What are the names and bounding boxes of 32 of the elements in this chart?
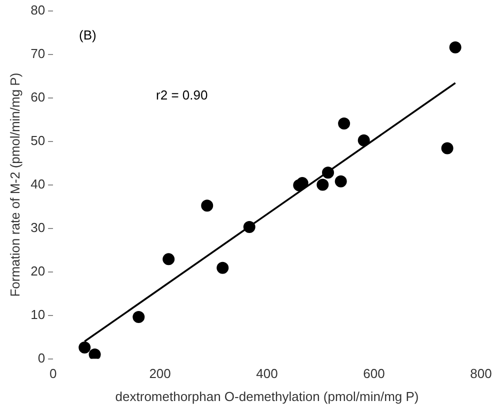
y-tick-label: 30 — [30, 220, 46, 235]
y-tick-label: 50 — [30, 132, 46, 148]
point — [322, 166, 334, 179]
y-tick-label: 70 — [30, 46, 46, 61]
y-axis-title: Formation rate of M-2 (pmol/min/mg P) — [7, 72, 22, 297]
x-tick-label: 200 — [149, 366, 171, 382]
y-tick-label: 20 — [30, 263, 46, 278]
annotation: (B) — [79, 27, 96, 42]
x-tick-label: 400 — [256, 366, 278, 382]
point — [201, 200, 214, 212]
point — [132, 311, 145, 324]
x-axis-title: dextromethorphan O-demethylation (pmol/min/mg P) — [115, 388, 419, 404]
x-tick-label: 600 — [363, 366, 385, 382]
point — [78, 341, 91, 354]
point — [162, 253, 175, 266]
y-tick-label: 40 — [30, 176, 46, 192]
y-tick-label: 80 — [30, 2, 46, 18]
x-tick-label: 0 — [49, 366, 57, 382]
x-tick-label: 800 — [470, 366, 492, 382]
y-tick-label: 0 — [38, 350, 46, 366]
point — [449, 41, 462, 54]
y-tick-label: 10 — [30, 306, 46, 322]
annotation: r2 = 0.90 — [156, 87, 208, 102]
point — [216, 262, 229, 274]
point — [338, 117, 350, 130]
point — [441, 142, 454, 154]
y-tick-label: 60 — [30, 89, 46, 104]
point — [316, 178, 329, 191]
point — [334, 175, 347, 188]
point — [88, 348, 101, 359]
point — [243, 220, 256, 233]
point — [358, 134, 370, 146]
